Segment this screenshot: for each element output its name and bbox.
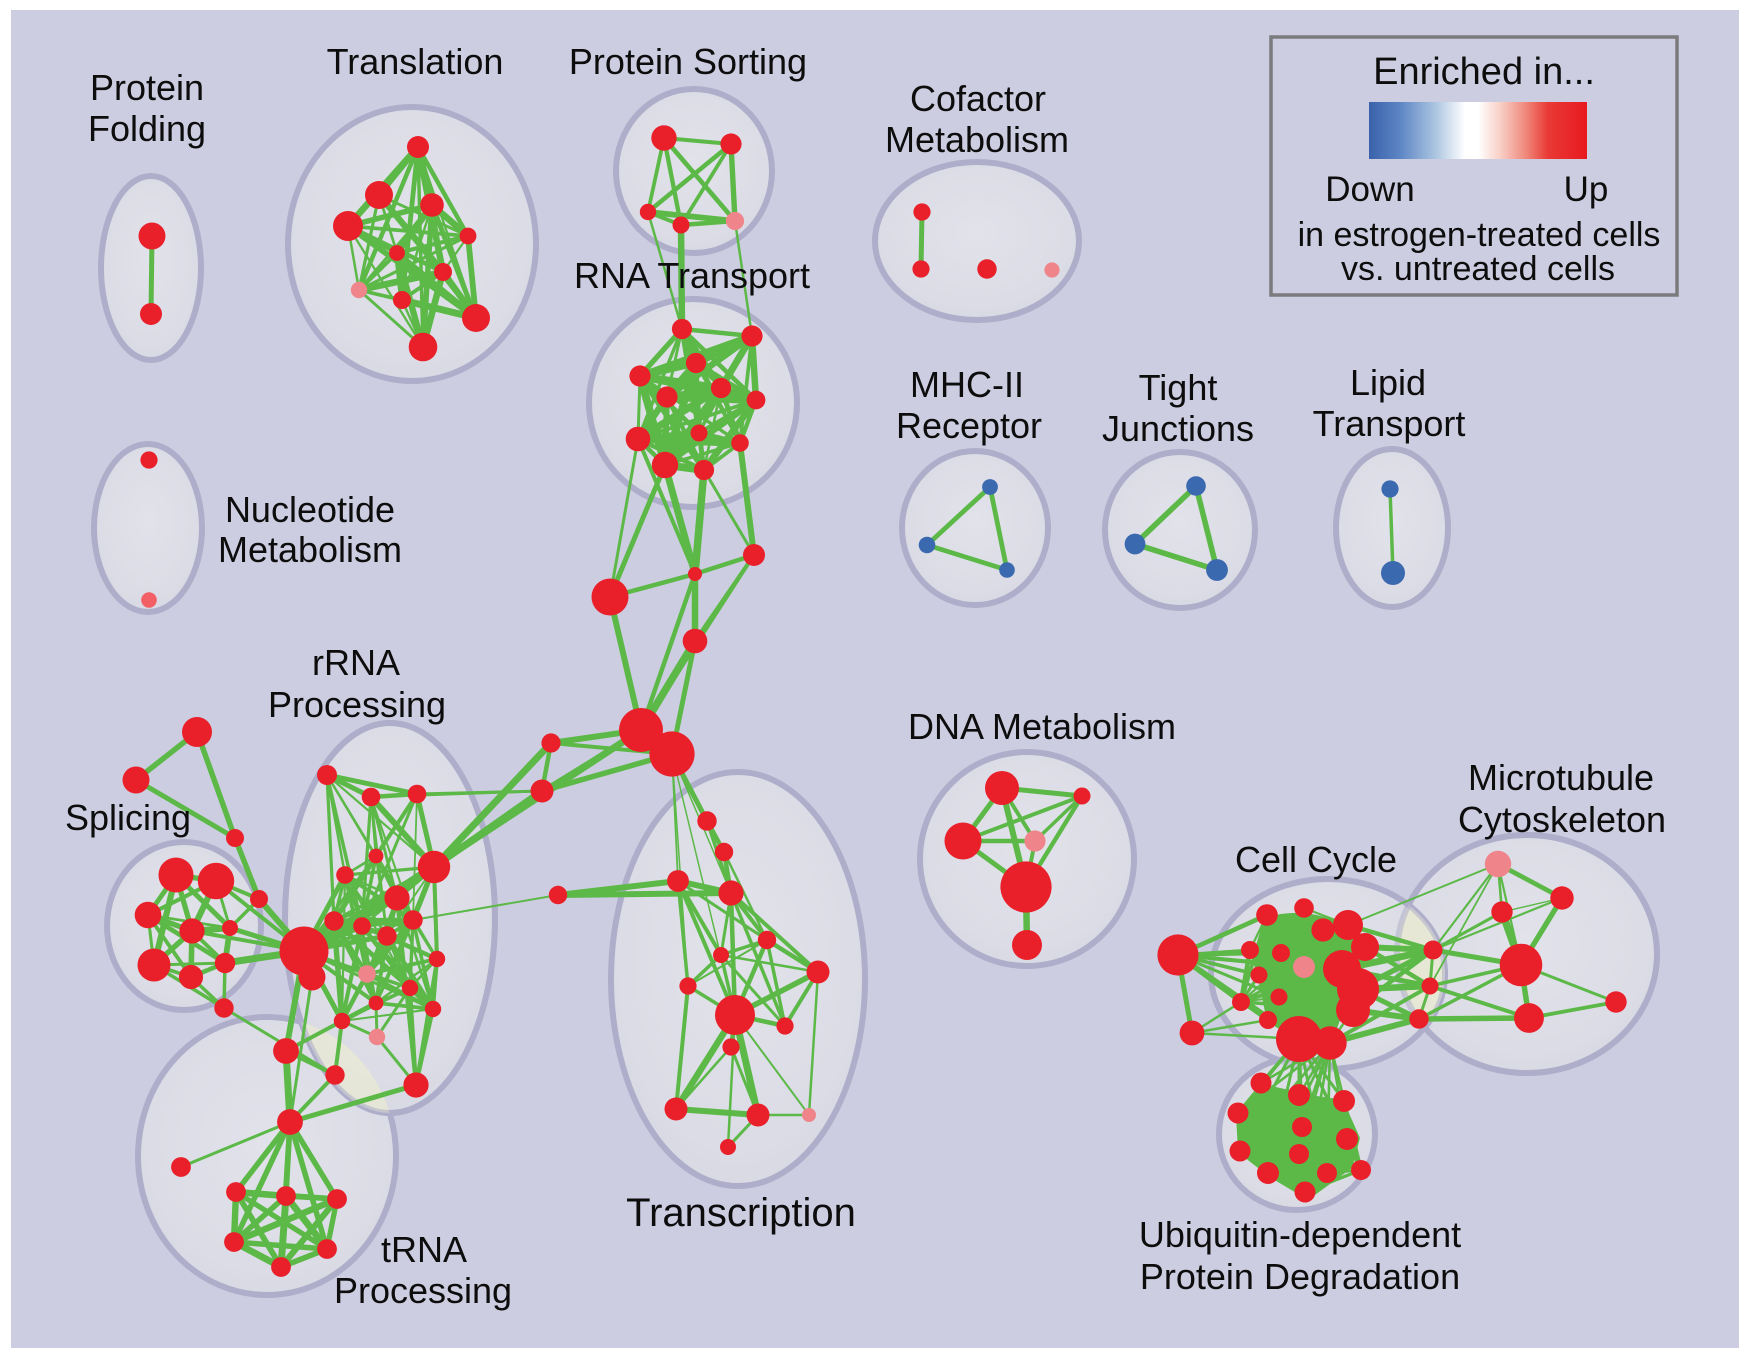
svg-text:Protein Degradation: Protein Degradation: [1140, 1256, 1460, 1297]
svg-text:in estrogen-treated cells: in estrogen-treated cells: [1298, 216, 1661, 254]
svg-text:Enriched in...: Enriched in...: [1373, 51, 1595, 93]
svg-text:Nucleotide: Nucleotide: [225, 489, 395, 530]
svg-text:Metabolism: Metabolism: [885, 119, 1069, 160]
svg-text:Lipid: Lipid: [1350, 362, 1426, 403]
svg-text:Receptor: Receptor: [896, 405, 1042, 446]
svg-text:Ubiquitin-dependent: Ubiquitin-dependent: [1139, 1214, 1461, 1255]
svg-text:vs. untreated cells: vs. untreated cells: [1341, 250, 1615, 288]
svg-text:MHC-II: MHC-II: [910, 364, 1024, 405]
svg-text:Down: Down: [1325, 170, 1414, 209]
svg-text:Tight: Tight: [1139, 367, 1218, 408]
svg-text:Folding: Folding: [88, 108, 206, 149]
svg-text:Junctions: Junctions: [1102, 408, 1254, 449]
svg-text:Transcription: Transcription: [626, 1191, 856, 1235]
svg-text:RNA Transport: RNA Transport: [574, 255, 810, 296]
svg-text:Protein: Protein: [90, 67, 204, 108]
svg-text:Metabolism: Metabolism: [218, 529, 402, 570]
svg-text:Processing: Processing: [334, 1270, 512, 1311]
svg-text:Transport: Transport: [1313, 403, 1466, 444]
svg-text:Up: Up: [1564, 170, 1609, 209]
svg-text:Cytoskeleton: Cytoskeleton: [1458, 799, 1666, 840]
svg-text:Microtubule: Microtubule: [1468, 757, 1654, 798]
svg-text:Cell Cycle: Cell Cycle: [1235, 839, 1397, 880]
svg-text:rRNA: rRNA: [312, 642, 400, 683]
svg-text:Cofactor: Cofactor: [910, 78, 1046, 119]
svg-text:Protein Sorting: Protein Sorting: [569, 41, 807, 82]
svg-text:DNA Metabolism: DNA Metabolism: [908, 706, 1176, 747]
svg-text:Translation: Translation: [327, 41, 504, 82]
svg-text:Processing: Processing: [268, 684, 446, 725]
svg-text:tRNA: tRNA: [381, 1229, 467, 1270]
svg-text:Splicing: Splicing: [65, 797, 191, 838]
